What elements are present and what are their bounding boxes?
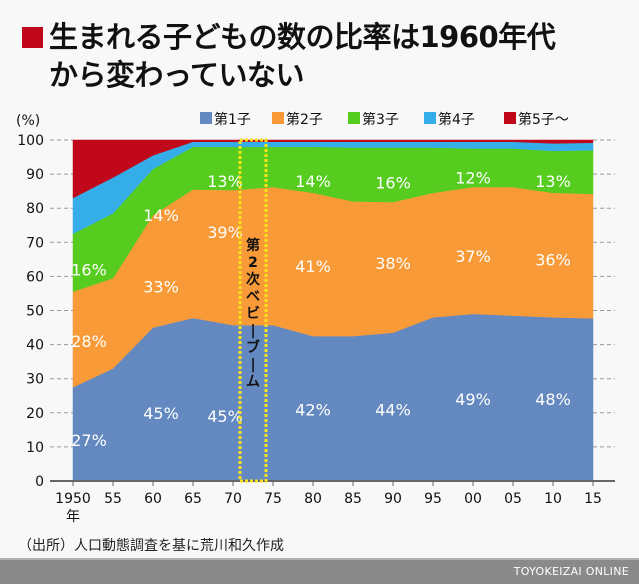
highlight-label-char: 次	[246, 271, 260, 288]
highlight-label-char: |	[250, 357, 255, 373]
legend-swatch-icon	[504, 112, 516, 124]
title-line-2: から変わっていない	[49, 58, 305, 92]
x-tick-label: 75	[264, 491, 282, 507]
x-tick-label: 55	[104, 491, 122, 507]
x-tick-label: 70	[224, 491, 242, 507]
legend-swatch-icon	[200, 112, 212, 124]
area-series-5	[72, 139, 594, 199]
highlight-label-char: |	[250, 323, 255, 339]
x-tick-label: 15	[584, 491, 602, 507]
y-axis-unit-label: (%)	[16, 113, 40, 129]
y-tick-label: 30	[26, 372, 44, 388]
legend: 第1子 第2子 第3子 第4子 第5子〜	[200, 111, 569, 128]
data-label: 48%	[535, 390, 571, 409]
y-tick-label: 100	[17, 133, 44, 149]
data-label: 45%	[143, 404, 179, 423]
x-tick-label: 00	[464, 491, 482, 507]
data-label: 12%	[455, 169, 491, 188]
x-tick-label: 85	[344, 491, 362, 507]
data-label: 14%	[143, 206, 179, 225]
area-series-1	[72, 313, 594, 482]
legend-swatch-icon	[272, 112, 284, 124]
title-marker-icon	[22, 27, 43, 48]
data-label: 41%	[295, 257, 331, 276]
legend-label: 第2子	[286, 111, 323, 128]
data-labels: 27% 45% 45% 42% 44% 49% 48% 28% 33% 39% 41% 38% 37% 3…	[71, 169, 571, 451]
data-label: 37%	[455, 247, 491, 266]
highlight-label-char: ベ	[246, 289, 260, 305]
highlight-label-char: ブ	[246, 339, 260, 356]
data-label: 16%	[71, 261, 107, 280]
y-tick-label: 50	[26, 304, 44, 320]
highlight-label-char: ム	[246, 374, 260, 390]
x-tick-label: 60	[144, 491, 162, 507]
data-label: 42%	[295, 400, 331, 419]
x-tick-label: 05	[504, 491, 522, 507]
axes: 0 10 20 30 40 50 60 70 80 90 100 (%) 1950 55 60 65 70 75 8…	[16, 113, 615, 525]
y-tick-label: 90	[26, 167, 44, 183]
x-tick-label: 90	[384, 491, 402, 507]
y-tick-label: 20	[26, 406, 44, 422]
x-axis-unit-label: 年	[66, 509, 80, 525]
legend-label: 第4子	[438, 111, 475, 128]
data-label: 39%	[207, 223, 243, 242]
data-label: 13%	[535, 172, 571, 191]
x-tick-label: 65	[184, 491, 202, 507]
gridlines	[50, 139, 615, 448]
title-line-1: 生まれる子どもの数の比率は1960年代	[49, 20, 556, 54]
data-label: 49%	[455, 390, 491, 409]
stacked-area-chart: 0 10 20 30 40 50 60 70 80 90 100 (%) 1950 55 60 65 70 75 8…	[16, 111, 615, 525]
x-tick-label: 95	[424, 491, 442, 507]
highlight-box	[238, 138, 268, 483]
data-label: 44%	[375, 400, 411, 419]
data-label: 27%	[71, 431, 107, 450]
data-label: 33%	[143, 278, 179, 297]
x-tick-label: 10	[544, 491, 562, 507]
legend-label: 第3子	[362, 111, 399, 128]
y-tick-label: 40	[26, 338, 44, 354]
data-label: 45%	[207, 407, 243, 426]
y-tick-label: 60	[26, 269, 44, 285]
highlight-label-char: 第	[246, 237, 260, 254]
data-label: 36%	[535, 250, 571, 269]
legend-swatch-icon	[424, 112, 436, 124]
legend-label: 第5子〜	[518, 111, 569, 128]
series-areas	[72, 139, 594, 482]
data-label: 38%	[375, 254, 411, 273]
legend-label: 第1子	[214, 111, 251, 128]
data-label: 28%	[71, 332, 107, 351]
publisher-logo-text: TOYOKEIZAI ONLINE	[513, 565, 629, 578]
highlight-label-char: 2	[248, 255, 258, 271]
highlight-label-char: ビ	[246, 306, 260, 322]
legend-swatch-icon	[348, 112, 360, 124]
chart-title: 生まれる子どもの数の比率は1960年代 から変わっていない	[22, 18, 556, 94]
x-tick-label: 80	[304, 491, 322, 507]
y-tick-label: 80	[26, 201, 44, 217]
source-note: （出所）人口動態調査を基に荒川和久作成	[18, 538, 284, 554]
y-tick-label: 70	[26, 235, 44, 251]
data-label: 14%	[295, 172, 331, 191]
y-tick-label: 0	[35, 474, 44, 490]
data-label: 16%	[375, 174, 411, 193]
x-tick-label: 1950	[55, 491, 91, 507]
footer-bar: TOYOKEIZAI ONLINE	[0, 558, 639, 584]
data-label: 13%	[207, 172, 243, 191]
y-tick-label: 10	[26, 440, 44, 456]
